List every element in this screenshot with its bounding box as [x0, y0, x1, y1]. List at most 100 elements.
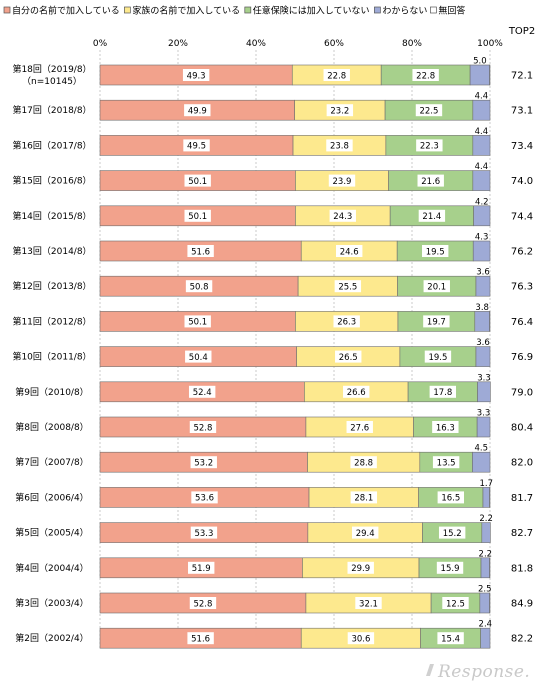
bar-segment	[475, 275, 491, 297]
category-label: 第18回（2019/8）（n=10145）	[12, 63, 91, 87]
category-label: 第11回（2012/8）	[12, 315, 91, 327]
data-label: 17.8	[433, 388, 452, 398]
bars: 49.3 22.8 22.8 5.0 49.9 23.2 22.5 4.4 49.5 23.8 22…	[99, 57, 494, 649]
data-label: 2.5	[478, 585, 492, 595]
top2-value: 82.2	[511, 634, 533, 645]
legend-swatch-1	[124, 6, 131, 14]
data-label: 19.5	[426, 247, 445, 257]
bar-segment	[480, 557, 490, 579]
category-label: 第4回（2004/4）	[15, 562, 88, 574]
data-label-bg	[191, 491, 218, 504]
data-label: 4.4	[475, 127, 489, 137]
category-labels: 第18回（2019/8）（n=10145） 第17回（2018/8） 第16回（20…	[12, 63, 91, 644]
x-tick-label: 20%	[168, 39, 188, 49]
data-label-bg	[185, 280, 213, 293]
data-label: 51.6	[191, 247, 210, 257]
data-label: 1.7	[480, 479, 494, 489]
data-label: 26.5	[339, 353, 358, 363]
category-label: 第3回（2003/4）	[15, 597, 88, 609]
data-label-bg	[335, 350, 362, 363]
x-tick-label: 100%	[477, 39, 503, 49]
bar-segment	[482, 487, 490, 508]
category-label: 第7回（2007/8）	[15, 456, 88, 468]
data-label: 53.6	[195, 494, 214, 504]
legend-label-3: わからない	[382, 6, 427, 17]
top2-value: 76.3	[511, 282, 533, 293]
bar-segment	[479, 592, 490, 614]
data-label-bg	[326, 139, 353, 152]
data-label: 49.9	[188, 107, 207, 117]
legend-swatch-4	[430, 6, 437, 14]
data-label: 49.3	[187, 71, 206, 81]
data-label: 16.3	[436, 423, 455, 433]
data-label-bg	[424, 350, 452, 363]
data-label: 29.4	[356, 529, 375, 539]
data-label-bg	[432, 421, 459, 433]
data-label-bg	[187, 245, 214, 257]
data-label: 4.4	[475, 92, 489, 102]
top2-value: 73.4	[511, 141, 533, 152]
data-label: 15.4	[441, 635, 460, 645]
x-axis-ticks: 0% 20% 40% 60% 80% 100%	[93, 39, 503, 49]
top2-value: 76.9	[511, 352, 533, 363]
data-label-bg	[422, 245, 449, 257]
category-label: 第8回（2008/8）	[15, 421, 88, 433]
x-tick-label: 80%	[402, 39, 422, 49]
data-label-bg	[346, 421, 373, 433]
legend-swatch-3	[374, 6, 381, 14]
bar-segment	[473, 205, 491, 227]
x-tick-label: 0%	[93, 39, 108, 49]
top2-value: 79.0	[511, 387, 533, 398]
bar-segment	[474, 311, 490, 332]
top2-value: 82.7	[511, 528, 533, 539]
category-label: 第10回（2011/8）	[12, 351, 91, 363]
data-label: 50.8	[190, 283, 209, 293]
bar-segment	[475, 346, 491, 367]
data-label-bg	[432, 456, 460, 469]
data-label-bg	[350, 491, 378, 504]
category-label: 第9回（2010/8）	[15, 386, 88, 398]
data-label-bg	[436, 561, 464, 574]
data-label: 19.7	[427, 318, 446, 328]
data-label: 26.6	[347, 388, 366, 398]
category-label: 第15回（2016/8）	[12, 175, 91, 187]
data-label: 2.4	[479, 620, 493, 630]
category-label: 第5回（2005/4）	[15, 527, 88, 539]
data-label-bg	[347, 561, 374, 574]
data-label: 20.1	[427, 283, 446, 293]
legend-swatch-0	[3, 6, 11, 14]
legend-label-0: 自分の名前で加入している	[12, 5, 120, 17]
logo-mark-icon	[426, 664, 434, 676]
data-label-bg	[442, 597, 469, 609]
data-label-bg	[350, 456, 377, 469]
top2-value: 72.1	[511, 71, 533, 82]
data-label-bg	[355, 597, 382, 609]
data-label-bg	[415, 104, 443, 117]
data-label: 26.3	[337, 318, 356, 328]
data-label: 15.9	[441, 564, 460, 574]
top2-value: 76.2	[511, 247, 533, 258]
data-label-bg	[423, 315, 450, 328]
data-label: 12.5	[446, 599, 465, 609]
top2-value: 76.4	[511, 317, 533, 328]
bar-segment	[472, 99, 491, 121]
data-label: 23.9	[333, 177, 352, 187]
data-label: 52.8	[193, 599, 212, 609]
data-label-bg	[190, 526, 218, 539]
data-label-bg	[429, 385, 457, 398]
top2-value: 84.9	[511, 599, 533, 610]
top2-value: 80.4	[511, 423, 533, 434]
data-label: 21.6	[421, 177, 440, 187]
data-label: 4.4	[475, 162, 489, 172]
category-label: 第14回（2015/8）	[12, 210, 91, 222]
bar-segment	[469, 64, 490, 86]
data-label: 3.6	[476, 268, 490, 278]
top2-header: TOP2	[508, 26, 535, 37]
data-label-bg	[418, 209, 446, 222]
data-label: 52.4	[193, 388, 212, 398]
data-label: 30.6	[351, 635, 370, 645]
data-label: 32.1	[359, 599, 378, 609]
top2-value: 82.0	[511, 458, 533, 469]
data-label: 2.2	[479, 514, 493, 524]
